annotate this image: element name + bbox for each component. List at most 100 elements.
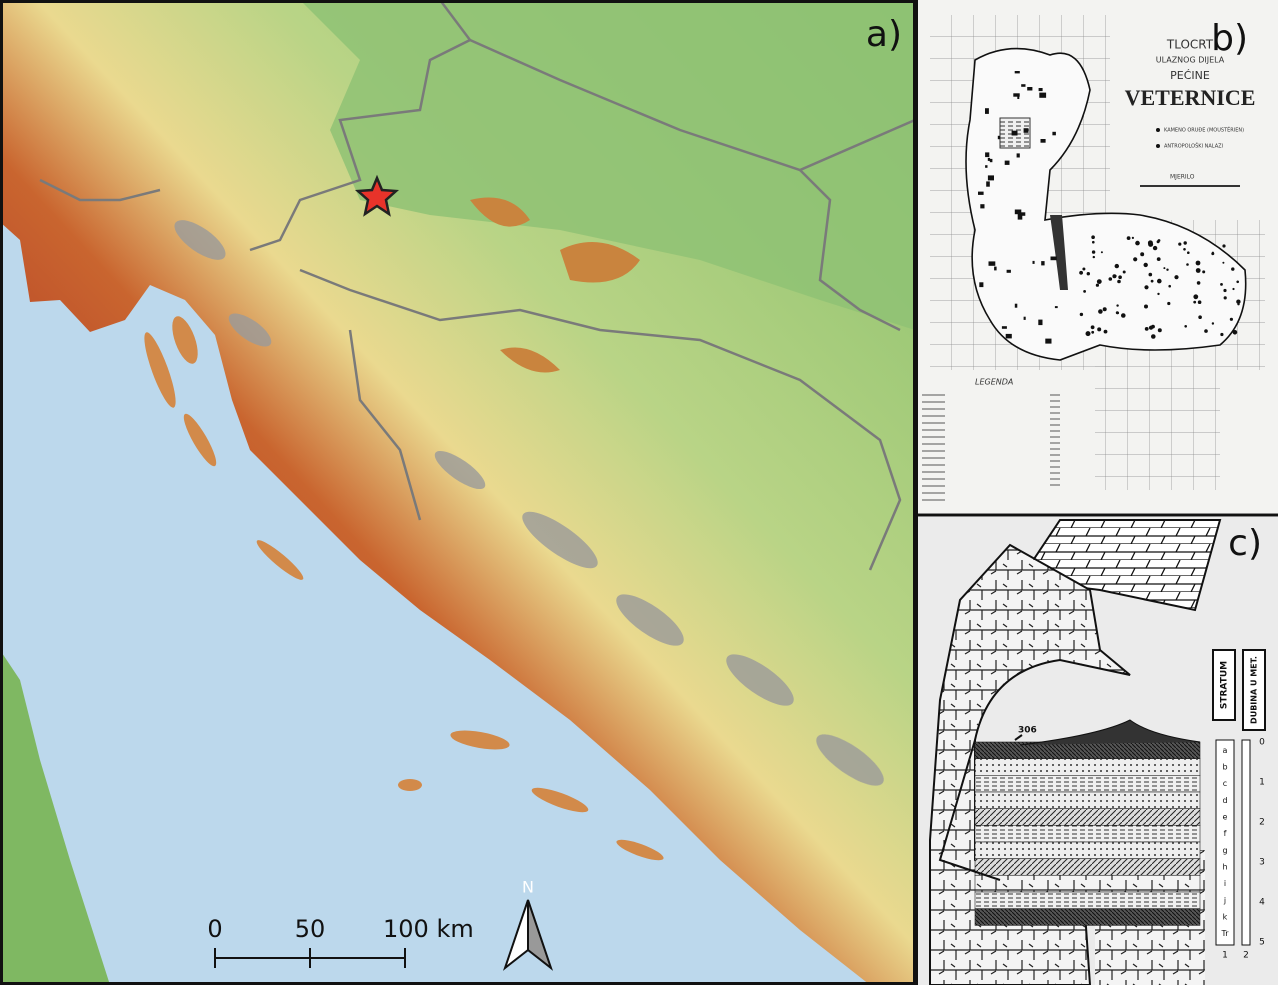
find-dot bbox=[1230, 318, 1233, 321]
find-dot bbox=[1158, 328, 1162, 332]
find-dot bbox=[1211, 252, 1214, 255]
find-stone bbox=[1024, 128, 1029, 133]
column-header: DUBINA U MET. bbox=[1250, 656, 1259, 724]
find-dot bbox=[1087, 272, 1090, 275]
find-dot bbox=[1092, 250, 1095, 253]
stratum-label: j bbox=[1223, 896, 1226, 905]
find-stone bbox=[994, 267, 997, 271]
find-dot bbox=[1196, 261, 1201, 266]
find-stone bbox=[985, 108, 989, 114]
legend-title: LEGENDA bbox=[975, 378, 1013, 387]
find-dot bbox=[1196, 268, 1201, 273]
find-dot bbox=[1212, 322, 1214, 324]
grid bbox=[1095, 370, 1220, 490]
find-dot bbox=[1096, 284, 1099, 287]
figure: a) 0 50 100 km N TLOCRT ULAZNOG DIJELA P… bbox=[0, 0, 1278, 985]
find-stone bbox=[1017, 95, 1019, 99]
find-stone bbox=[989, 261, 996, 265]
stratum-layer bbox=[975, 892, 1200, 909]
find-dot bbox=[1121, 313, 1126, 318]
find-dot bbox=[1115, 275, 1117, 277]
stratum-layer bbox=[975, 859, 1200, 876]
find-stone bbox=[1041, 261, 1044, 265]
find-dot bbox=[1133, 257, 1137, 261]
find-stone bbox=[1012, 131, 1018, 136]
north-label: N bbox=[522, 878, 534, 897]
find-dot bbox=[1080, 313, 1083, 316]
find-dot bbox=[1167, 302, 1170, 305]
panel-b: TLOCRT ULAZNOG DIJELA PEĆINE VETERNICE K… bbox=[918, 0, 1278, 513]
plan-title: TLOCRT bbox=[1166, 38, 1214, 52]
find-dot bbox=[1223, 289, 1226, 292]
find-stone bbox=[1045, 339, 1051, 344]
find-dot bbox=[1101, 251, 1103, 253]
find-dot bbox=[1123, 271, 1126, 274]
find-dot bbox=[1092, 241, 1095, 244]
find-stone bbox=[980, 204, 984, 208]
find-stone bbox=[1015, 71, 1020, 73]
find-dot bbox=[1157, 293, 1159, 295]
depth-label: 5 bbox=[1259, 938, 1265, 948]
stratum-label: i bbox=[1224, 879, 1226, 888]
legend-item: KAMENO ORUĐE (MOUSTÉRIEN) bbox=[1164, 126, 1244, 134]
panel-c: 306 STRATUM DUBINA U MET. abcdefghijkTr0… bbox=[918, 517, 1278, 985]
depth-column bbox=[1242, 740, 1250, 945]
find-stone bbox=[1007, 270, 1011, 273]
stratum-label: b bbox=[1222, 763, 1227, 772]
find-stone bbox=[985, 165, 987, 168]
find-dot bbox=[1157, 257, 1161, 261]
find-dot bbox=[1149, 326, 1153, 330]
find-stone bbox=[985, 152, 989, 157]
find-dot bbox=[1097, 279, 1102, 284]
legend-item: ANTROPOLOŠKI NALAZI bbox=[1164, 143, 1223, 150]
find-dot bbox=[1149, 273, 1153, 277]
find-stone bbox=[1015, 210, 1022, 215]
find-dot bbox=[1097, 327, 1101, 331]
find-dot bbox=[1103, 307, 1107, 311]
find-dot bbox=[1222, 244, 1225, 247]
find-dot bbox=[1197, 281, 1201, 285]
scale-title: MJERILO bbox=[1170, 174, 1195, 181]
find-dot bbox=[1118, 275, 1122, 279]
find-dot bbox=[1166, 269, 1168, 271]
find-dot bbox=[1151, 280, 1154, 283]
find-dot bbox=[1178, 243, 1181, 246]
find-dot bbox=[1144, 285, 1148, 289]
find-stone bbox=[986, 181, 990, 186]
legend-marker bbox=[1156, 128, 1160, 132]
find-dot bbox=[1174, 275, 1178, 279]
panel-label: a) bbox=[866, 14, 902, 55]
panel-a: a) 0 50 100 km N bbox=[0, 0, 915, 985]
find-stone bbox=[1021, 84, 1025, 87]
find-dot bbox=[1198, 315, 1202, 319]
find-dot bbox=[1145, 327, 1149, 331]
find-dot bbox=[1193, 301, 1196, 304]
stratum-layer bbox=[975, 909, 1200, 926]
find-dot bbox=[1184, 241, 1187, 244]
find-dot bbox=[1237, 303, 1239, 305]
find-stone bbox=[1006, 334, 1012, 339]
stratum-layer bbox=[975, 809, 1200, 826]
find-stone bbox=[1002, 326, 1007, 329]
depth-label: 1 bbox=[1259, 778, 1265, 788]
find-dot bbox=[1236, 281, 1239, 284]
find-stone bbox=[1017, 153, 1020, 157]
stratum-label: e bbox=[1223, 813, 1228, 822]
depth-label: 3 bbox=[1259, 858, 1265, 868]
stratum-label: g bbox=[1222, 846, 1227, 855]
find-dot bbox=[1091, 331, 1094, 334]
stratum-label: f bbox=[1224, 829, 1227, 838]
find-dot bbox=[1151, 334, 1156, 339]
stratum-layer bbox=[975, 759, 1200, 776]
find-dot bbox=[1144, 263, 1148, 267]
find-dot bbox=[1193, 294, 1198, 299]
find-dot bbox=[1163, 267, 1165, 269]
scale-label: 100 km bbox=[383, 915, 474, 943]
find-dot bbox=[1202, 270, 1205, 273]
find-dot bbox=[1148, 240, 1153, 245]
find-stone bbox=[1024, 317, 1026, 320]
find-stone bbox=[1018, 214, 1023, 220]
find-dot bbox=[1157, 279, 1162, 284]
stratum-label: a bbox=[1223, 746, 1228, 755]
find-dot bbox=[1204, 329, 1208, 333]
